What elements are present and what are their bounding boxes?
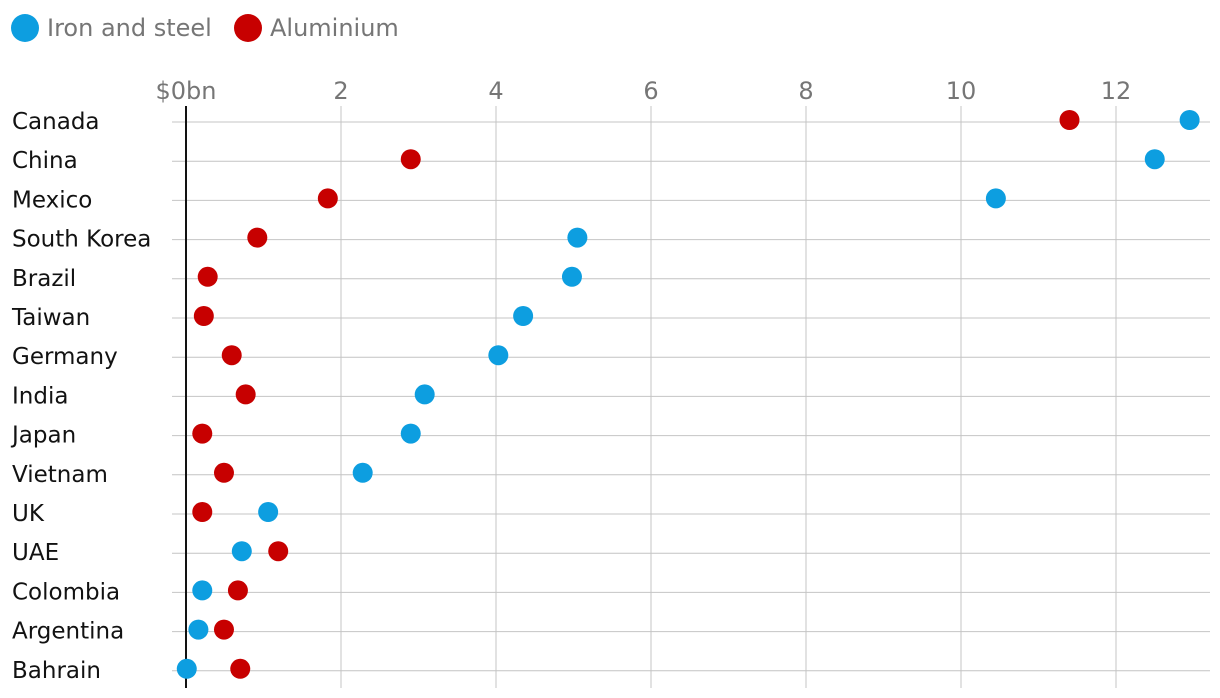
point-aluminium-argentina [213,619,234,640]
point-aluminium-bahrain [230,658,251,679]
legend-swatch-aluminium [234,14,262,42]
point-aluminium-vietnam [213,462,234,483]
legend: Iron and steel Aluminium [11,14,399,42]
point-aluminium-taiwan [193,306,214,326]
point-iron-and-steel-uk [258,502,279,522]
country-label-south-korea: South Korea [12,227,151,253]
point-aluminium-china [400,149,421,170]
point-iron-and-steel-canada [1179,110,1200,130]
country-label-taiwan: Taiwan [11,305,90,331]
x-axis-tick-labels: $0bn 2 4 6 8 10 12 [156,77,1132,105]
data-points [176,110,1200,679]
point-iron-and-steel-brazil [561,266,582,287]
point-iron-and-steel-south-korea [567,227,588,248]
point-aluminium-mexico [317,188,338,209]
country-label-germany: Germany [12,344,118,370]
country-label-argentina: Argentina [12,619,124,645]
x-tick-label-0: $0bn [156,77,217,105]
row-lines [172,121,1210,672]
point-aluminium-germany [221,345,242,366]
point-aluminium-india [235,384,256,405]
point-aluminium-japan [192,423,213,444]
country-label-mexico: Mexico [12,187,92,213]
legend-label-aluminium: Aluminium [270,14,399,42]
country-label-colombia: Colombia [12,579,120,605]
country-label-china: China [12,148,78,174]
x-tick-label-12: 12 [1101,77,1132,105]
point-aluminium-uk [192,502,213,522]
point-iron-and-steel-bahrain [176,658,197,679]
vertical-gridlines [340,106,1117,688]
country-label-vietnam: Vietnam [12,462,108,488]
point-iron-and-steel-mexico [985,188,1006,209]
legend-label-iron-and-steel: Iron and steel [47,14,212,42]
point-iron-and-steel-japan [400,423,421,444]
point-iron-and-steel-germany [488,345,509,366]
country-label-bahrain: Bahrain [12,658,101,684]
x-tick-label-2: 2 [333,77,348,105]
x-tick-label-10: 10 [946,77,977,105]
point-aluminium-south-korea [247,227,268,248]
point-aluminium-colombia [227,580,248,601]
country-label-canada: Canada [12,109,100,135]
point-aluminium-brazil [197,266,218,287]
point-aluminium-uae [268,541,289,562]
country-label-uk: UK [12,501,45,527]
x-tick-label-6: 6 [643,77,658,105]
point-iron-and-steel-china [1144,149,1165,170]
point-iron-and-steel-vietnam [352,462,373,483]
legend-swatch-iron-and-steel [11,14,39,42]
point-iron-and-steel-uae [231,541,252,562]
point-aluminium-canada [1059,110,1080,130]
x-tick-label-4: 4 [488,77,503,105]
country-label-japan: Japan [10,423,76,449]
point-iron-and-steel-taiwan [513,306,534,326]
point-iron-and-steel-india [414,384,435,405]
country-labels: Canada China Mexico South Korea Brazil Taiwan… [10,109,151,684]
point-iron-and-steel-argentina [188,619,209,640]
country-label-uae: UAE [12,540,59,566]
point-iron-and-steel-colombia [192,580,213,601]
country-label-india: India [12,383,68,409]
x-tick-label-8: 8 [798,77,813,105]
country-label-brazil: Brazil [12,266,76,292]
